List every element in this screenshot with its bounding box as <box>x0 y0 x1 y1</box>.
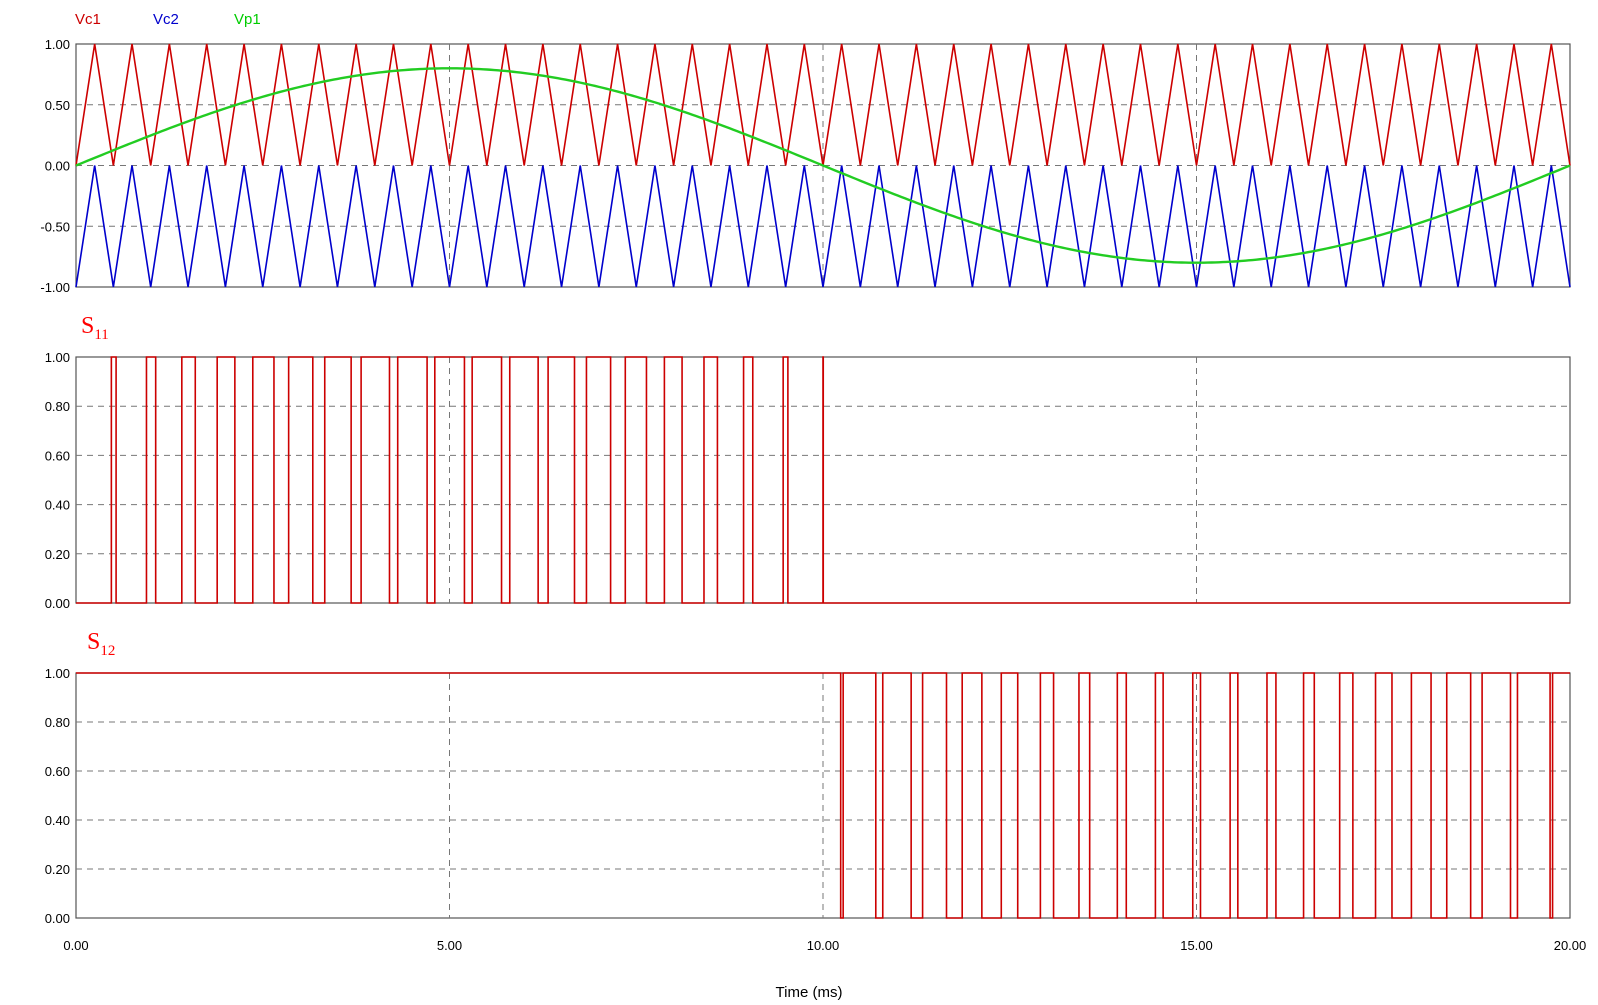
y-tick-label: 1.00 <box>45 666 70 681</box>
y-tick-label: 0.00 <box>45 596 70 611</box>
series-vc2-line <box>75 165 1571 288</box>
y-tick-label: 0.80 <box>45 715 70 730</box>
y-tick-label: 0.20 <box>45 547 70 562</box>
y-tick-label: 1.00 <box>45 350 70 365</box>
s11-switching-panel: 1.00 0.80 0.60 0.40 0.20 0.00 <box>45 350 1571 611</box>
y-tick-label: 0.40 <box>45 498 70 513</box>
y-tick-label: 0.80 <box>45 399 70 414</box>
y-tick-label: 0.40 <box>45 813 70 828</box>
series-s12-line <box>76 672 1570 919</box>
y-tick-label: 0.20 <box>45 862 70 877</box>
y-tick-label: -1.00 <box>40 280 70 295</box>
x-axis-title: Time (ms) <box>776 984 843 1001</box>
y-tick-label: 0.50 <box>45 98 70 113</box>
panel-s12-title-text: S12 <box>87 629 115 659</box>
panel-s12-title: S12 <box>87 629 115 659</box>
series-vp1-line <box>75 67 1571 264</box>
y-tick-label: 1.00 <box>45 37 70 52</box>
y-tick-label: -0.50 <box>40 219 70 234</box>
x-tick-label: 5.00 <box>437 938 462 953</box>
legend-vp1: Vp1 <box>234 11 261 28</box>
x-tick-label: 0.00 <box>63 938 88 953</box>
panel-s11-title-text: S11 <box>81 313 109 343</box>
y-tick-label: 0.60 <box>45 764 70 779</box>
x-tick-label: 20.00 <box>1554 938 1587 953</box>
legend-vc1: Vc1 <box>75 11 101 28</box>
y-tick-label: 0.00 <box>45 159 70 174</box>
x-tick-label: 15.00 <box>1180 938 1213 953</box>
series-s11-line <box>76 356 1570 604</box>
time-axis: 0.00 5.00 10.00 15.00 20.00 <box>63 938 1586 953</box>
panel-s11-title: S11 <box>81 313 109 343</box>
legend-vc2: Vc2 <box>153 11 179 28</box>
y-tick-label: 0.60 <box>45 448 70 463</box>
x-tick-label: 10.00 <box>807 938 840 953</box>
legend: Vc1 Vc2 Vp1 <box>75 11 261 28</box>
carrier-reference-panel: 1.00 0.50 0.00 -0.50 -1.00 <box>40 37 1571 295</box>
s12-switching-panel: 1.00 0.80 0.60 0.40 0.20 0.00 <box>45 666 1571 926</box>
y-tick-label: 0.00 <box>45 911 70 926</box>
